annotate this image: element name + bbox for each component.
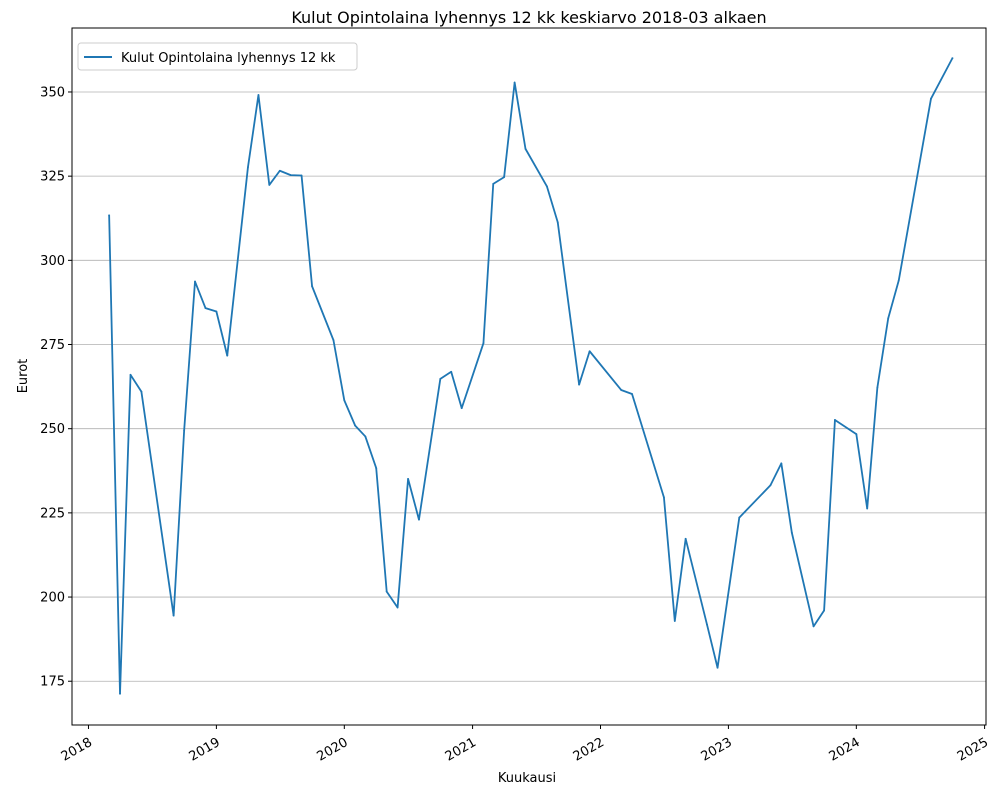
data-point (354, 424, 357, 427)
data-point (673, 620, 676, 622)
data-point (588, 350, 591, 353)
y-tick-label: 200 (40, 591, 65, 606)
data-point (204, 307, 207, 310)
data-point (119, 692, 121, 695)
data-point (866, 507, 869, 510)
data-point (951, 57, 954, 60)
data-point (332, 339, 335, 342)
data-point (492, 183, 495, 185)
data-point (450, 370, 453, 373)
data-point (513, 81, 516, 84)
series-layer (108, 57, 954, 695)
data-point (524, 147, 527, 150)
y-axis-ticks: 175 200 225 250 275 300 325 350 (40, 85, 72, 690)
data-point (215, 310, 218, 313)
legend-label: Kulut Opintolaina lyhennys 12 kk (121, 51, 336, 66)
data-point (790, 531, 793, 534)
plot-frame (71, 27, 987, 726)
data-point (556, 221, 559, 224)
data-point (876, 386, 879, 389)
data-point (887, 317, 890, 320)
data-point (278, 169, 281, 172)
data-point (684, 537, 687, 540)
data-point (545, 185, 548, 188)
data-point (631, 393, 633, 395)
data-point (812, 625, 815, 628)
data-point (364, 435, 367, 438)
data-point (780, 462, 783, 465)
data-point (289, 174, 292, 177)
data-point (834, 419, 836, 421)
data-point (620, 389, 623, 391)
data-point (375, 467, 378, 469)
data-point (140, 390, 143, 393)
x-axis-title: Kuukausi (498, 771, 556, 786)
data-point (343, 399, 346, 402)
data-point (247, 166, 249, 169)
y-tick-label: 325 (40, 170, 65, 185)
data-point (439, 377, 442, 380)
data-point (663, 496, 665, 499)
data-point (385, 590, 388, 593)
data-point (129, 373, 132, 376)
data-point (418, 518, 420, 521)
data-point (930, 97, 932, 100)
y-tick-label: 225 (40, 506, 65, 521)
data-point (482, 342, 485, 345)
y-tick-label: 275 (40, 338, 65, 353)
data-point (257, 94, 260, 96)
legend-box (77, 42, 358, 71)
data-point (503, 176, 506, 179)
data-point (769, 484, 772, 487)
y-tick-label: 175 (40, 675, 65, 690)
data-point (823, 609, 825, 612)
data-point (897, 279, 900, 282)
data-point (300, 174, 303, 177)
data-point (738, 516, 741, 519)
data-point (226, 354, 229, 357)
y-tick-label: 300 (40, 254, 65, 269)
y-tick-label: 350 (40, 85, 65, 100)
data-point (108, 214, 111, 217)
y-axis-title: Eurot (16, 359, 31, 394)
data-point (855, 433, 858, 435)
y-tick-label: 250 (40, 422, 65, 437)
data-point (460, 407, 463, 410)
data-point (407, 477, 409, 480)
chart-title: Kulut Opintolaina lyhennys 12 kk keskiar… (291, 8, 766, 27)
data-point (268, 184, 271, 186)
data-point (396, 606, 399, 609)
data-point (706, 623, 708, 626)
data-point (716, 666, 719, 669)
data-point (194, 280, 196, 283)
data-point (172, 614, 175, 617)
data-point (311, 285, 313, 288)
legend: Kulut Opintolaina lyhennys 12 kk (77, 42, 358, 71)
data-point (183, 429, 186, 432)
data-point (578, 383, 581, 386)
